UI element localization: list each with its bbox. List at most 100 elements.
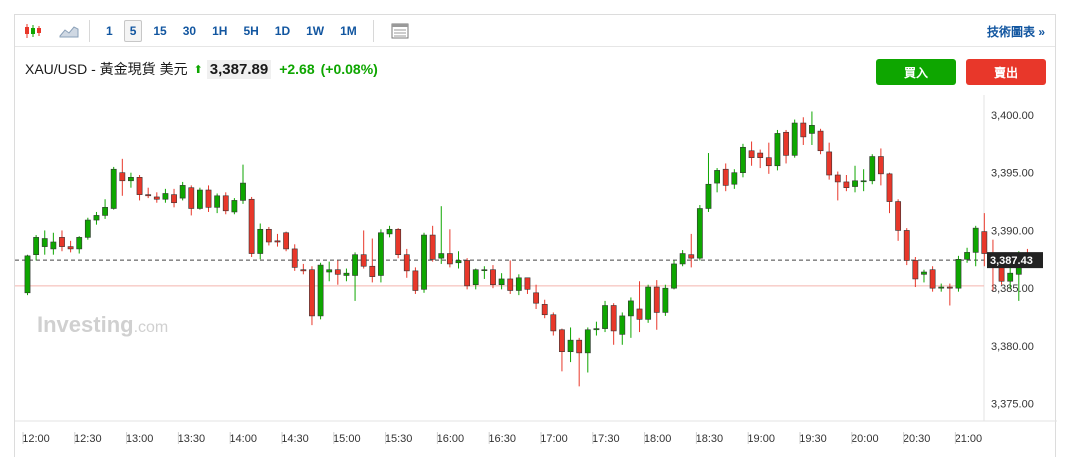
candle-down [59,237,65,247]
sell-button[interactable]: 賣出 [966,59,1046,85]
quote-header: XAU/USD - 黃金現貨 美元 ⬆ 3,387.89 +2.68 (+0.0… [25,59,378,79]
candlestick-chart[interactable]: Investing.com 3,400.00 3,395.00 3,390.00 3,3… [15,15,1057,458]
x-tick-label: 19:30 [799,433,827,445]
candle-up [326,269,333,273]
candle-down [877,156,884,175]
candle-up [438,253,445,259]
timeframe-30[interactable]: 30 [182,23,197,38]
candle-down [895,201,902,231]
last-price-label: 3,387.43 [990,255,1033,267]
candle-down [153,196,160,200]
x-tick-label: 15:00 [333,433,361,445]
x-tick-label: 15:30 [385,433,413,445]
candle-down [119,172,126,182]
candle-down [429,234,436,260]
timeframe-1w[interactable]: 1W [306,23,325,38]
candle-down [817,130,824,152]
timeframe-5[interactable]: 5 [123,19,143,42]
candle-down [886,173,893,202]
instrument-title: XAU/USD - 黃金現貨 美元 [25,61,188,77]
candle-up [76,237,83,250]
candle-up [179,185,186,199]
candle-down [188,187,195,209]
timeframe-5h[interactable]: 5H [243,23,259,38]
candle-up [472,269,479,286]
x-tick-label: 20:30 [903,433,931,445]
candle-down [248,198,255,254]
candle-up [455,260,462,264]
candle-up [162,193,169,200]
x-tick-label: 16:30 [488,433,516,445]
last-price: 3,387.89 [206,59,272,79]
candle-up [731,172,738,185]
candle-up [705,183,712,209]
y-tick-label: 3,375.00 [991,399,1034,411]
timeframe-selector: 1 5 15 30 1H 5H 1D 1W 1M [98,19,365,42]
x-tick-label: 17:30 [592,433,620,445]
candle-down [834,174,841,183]
candle-up [869,156,876,182]
candle-up [696,208,703,259]
candle-up [955,259,962,289]
candle-down [533,292,539,304]
toolbar-divider [372,19,374,42]
candle-up [619,315,626,335]
candle-up [567,339,574,353]
table-icon[interactable] [388,20,412,42]
candle-down [826,151,833,176]
candle-up [128,177,134,182]
x-tick-label: 17:00 [540,433,568,445]
candle-down [576,339,583,354]
candle-down [559,329,565,353]
candle-down [67,246,74,250]
candle-up [860,180,867,183]
candle-up [317,264,324,317]
candle-down [171,194,177,204]
candle-up [679,253,686,265]
advanced-chart-link[interactable]: 技術圖表 » [986,25,1045,39]
candle-up [791,122,798,156]
candle-up [774,133,781,167]
y-tick-label: 3,395.00 [991,168,1034,180]
y-tick-label: 3,380.00 [991,341,1034,353]
x-tick-label: 13:30 [178,433,206,445]
candle-up [627,300,634,317]
candle-down [653,286,660,313]
timeframe-1h[interactable]: 1H [212,23,228,38]
y-tick-label: 3,400.00 [991,110,1034,122]
candle-up [852,180,858,187]
candlestick-icon[interactable] [21,20,45,42]
timeframe-1d[interactable]: 1D [274,23,291,38]
y-tick-label: 3,390.00 [991,225,1034,237]
candle-up [964,252,970,260]
candle-up [197,189,203,209]
timeframe-1[interactable]: 1 [106,23,113,38]
candle-up [662,287,669,313]
candle-down [222,195,229,212]
candle-down [507,278,514,291]
candle-down [541,304,548,316]
candle-up [93,215,100,221]
candle-down [610,305,617,332]
candle-up [645,286,652,320]
area-chart-icon[interactable] [57,20,81,42]
candle-down [524,277,531,290]
candle-down [636,308,643,320]
candle-down [912,260,919,280]
x-tick-label: 12:00 [22,433,50,445]
buy-button[interactable]: 買入 [876,59,956,85]
candle-up [740,146,746,173]
x-tick-label: 20:00 [851,433,879,445]
x-tick-label: 21:00 [955,433,983,445]
x-tick-label: 14:00 [229,433,257,445]
candle-down [748,150,755,158]
candle-down [843,181,850,189]
candle-down [136,177,143,195]
candle-down [360,254,367,267]
candle-down [550,314,557,332]
x-tick-label: 19:00 [747,433,775,445]
x-tick-label: 18:00 [644,433,672,445]
timeframe-15[interactable]: 15 [153,23,167,38]
candle-up [231,200,238,213]
timeframe-1m[interactable]: 1M [340,23,357,38]
